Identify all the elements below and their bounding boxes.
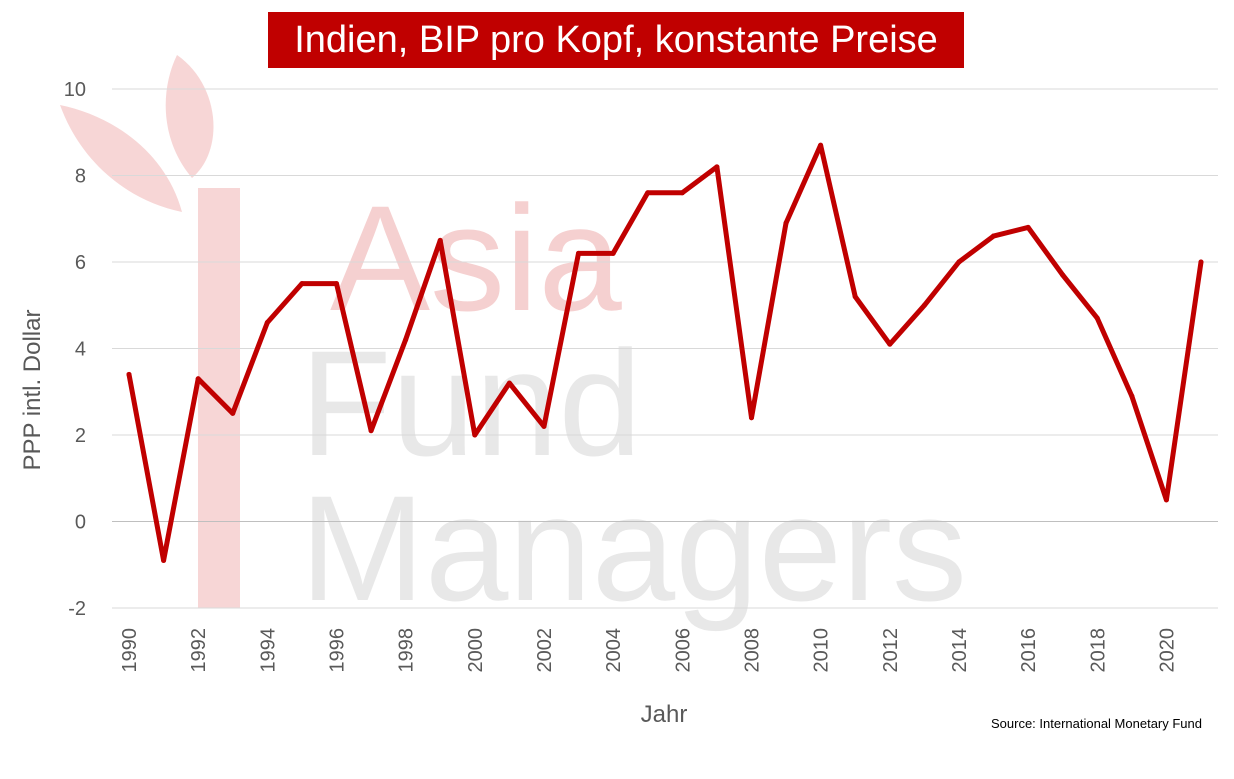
data-point [921, 302, 927, 308]
data-point [991, 233, 997, 239]
watermark-word-asia: Asia [330, 174, 622, 342]
data-point [818, 142, 824, 148]
x-tick-label: 2008 [741, 628, 763, 673]
data-point [956, 259, 962, 265]
gridlines [112, 88, 1218, 609]
data-point [748, 415, 754, 421]
x-tick-label: 1998 [396, 628, 418, 673]
watermark-leaf-left [60, 105, 182, 212]
data-point [610, 250, 616, 256]
x-tick-labels: 1990 1992 1994 1996 1998 2000 2002 2004 2006 2008… [119, 628, 1178, 673]
x-tick-label: 2002 [534, 628, 556, 673]
y-tick-label: 6 [75, 252, 86, 274]
x-tick-label: 2010 [811, 628, 833, 673]
y-tick-label: 4 [75, 339, 86, 361]
x-tick-label: 2016 [1018, 628, 1040, 673]
y-tick-label: 10 [64, 79, 86, 101]
data-point [161, 557, 167, 563]
data-point [541, 423, 547, 429]
data-point [472, 432, 478, 438]
data-point [576, 250, 582, 256]
data-point [230, 410, 236, 416]
data-point [264, 320, 270, 326]
data-point [887, 341, 893, 347]
data-point [506, 380, 512, 386]
x-tick-label: 2018 [1087, 628, 1109, 673]
data-point [403, 337, 409, 343]
x-tick-label: 2000 [465, 628, 487, 673]
watermark-logo: Asia Fund Managers [60, 55, 967, 632]
y-tick-labels: -2 0 2 4 6 8 10 [64, 79, 86, 620]
data-point [437, 237, 443, 243]
data-point [714, 164, 720, 170]
data-point [645, 190, 651, 196]
y-tick-label: 2 [75, 425, 86, 447]
watermark-leaf-right [165, 55, 214, 178]
x-tick-label: 2014 [949, 628, 971, 673]
x-tick-label: 1992 [188, 628, 210, 673]
data-point [368, 428, 374, 434]
chart-title: Indien, BIP pro Kopf, konstante Preise [268, 12, 964, 68]
y-axis-title: PPP intl. Dollar [19, 310, 46, 471]
x-tick-label: 1990 [119, 628, 141, 673]
y-tick-label: 8 [75, 166, 86, 188]
data-point [852, 294, 858, 300]
source-note: Source: International Monetary Fund [990, 716, 1202, 731]
watermark-word-managers: Managers [300, 464, 967, 632]
x-tick-label: 2004 [603, 628, 625, 673]
x-tick-label: 2012 [880, 628, 902, 673]
y-tick-label: -2 [68, 598, 86, 620]
y-tick-label: 0 [75, 512, 86, 534]
data-point [1129, 393, 1135, 399]
data-point [1163, 497, 1169, 503]
data-point [126, 371, 132, 377]
x-tick-label: 2020 [1156, 628, 1178, 673]
x-tick-label: 1994 [257, 628, 279, 673]
data-point [333, 281, 339, 287]
data-point [783, 220, 789, 226]
x-tick-label: 1996 [326, 628, 348, 673]
series-line [126, 142, 1204, 563]
data-point [1198, 259, 1204, 265]
data-point [195, 376, 201, 382]
data-point [679, 190, 685, 196]
x-tick-label: 2006 [672, 628, 694, 673]
series-layer [126, 142, 1204, 563]
x-axis-title: Jahr [641, 701, 688, 728]
data-point [1060, 272, 1066, 278]
data-point [299, 281, 305, 287]
data-point [1094, 315, 1100, 321]
data-point [1025, 224, 1031, 230]
